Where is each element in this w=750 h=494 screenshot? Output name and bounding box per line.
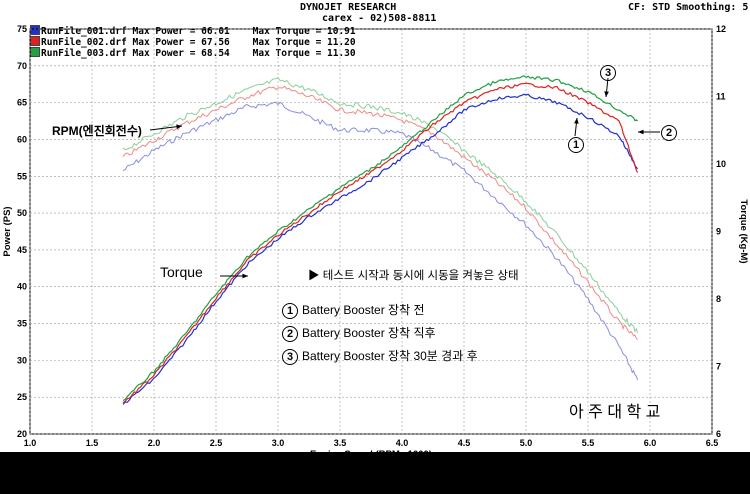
y2-axis-label: Torque (Kg-M) [738, 199, 749, 263]
x-tick-label: 3.5 [334, 438, 347, 448]
power-line-RunFile_003.drf [122, 75, 638, 402]
number-circle-icon: 3 [282, 349, 298, 365]
rpm-arrow-head [176, 124, 182, 130]
x-tick-label: 4.0 [396, 438, 409, 448]
curve-marker-3: 3 [600, 65, 616, 81]
y2-tick-label: 12 [716, 24, 726, 34]
y2-tick-label: 7 [716, 362, 721, 372]
y-tick-label: 65 [17, 98, 27, 108]
y2-tick-label: 10 [716, 159, 726, 169]
torque-annotation: Torque [160, 264, 203, 280]
curve-marker-1: 1 [568, 137, 584, 153]
legend-entry: RunFile_002.drf Max Power = 67.56 Max To… [30, 36, 356, 48]
curve-marker-2: 2 [661, 125, 677, 141]
y-tick-label: 30 [17, 355, 27, 365]
x-tick-label: 6.5 [706, 438, 719, 448]
school-label: 아 주 대 학 교 [569, 404, 661, 421]
number-circle-icon: 2 [282, 326, 298, 342]
y2-tick-label: 11 [716, 92, 726, 102]
y-tick-label: 70 [17, 61, 27, 71]
legend-max-power: Max Power = 67.56 [132, 37, 230, 48]
y-tick-label: 35 [17, 319, 27, 329]
test-note: ▶ 테스트 시작과 동시에 시동을 켜놓은 상태 [308, 270, 519, 282]
legend-max-torque: Max Torque = 11.30 [252, 48, 356, 59]
legend-item-3: 3 Battery Booster 장착 30분 경과 후 [282, 347, 478, 365]
legend-file: RunFile_001.drf [41, 26, 127, 37]
y2-tick-label: 9 [716, 227, 721, 237]
y-tick-label: 45 [17, 245, 27, 255]
legend-max-power: Max Power = 66.01 [132, 26, 230, 37]
power-line-RunFile_001.drf [122, 93, 639, 405]
number-circle-icon: 1 [282, 303, 298, 319]
x-tick-label: 4.5 [458, 438, 471, 448]
number-circle-icon: 2 [661, 125, 677, 141]
y-tick-label: 25 [17, 392, 27, 402]
y-tick-label: 50 [17, 208, 27, 218]
plot-frame [29, 28, 713, 435]
chart-ticks: 1.0 1.5 2.0 2.5 3.0 3.5 4.0 4.5 5.0 5.5 6.0 6.52025… [17, 24, 726, 448]
x-tick-label: 1.5 [86, 438, 99, 448]
legend-file: RunFile_003.drf [41, 48, 127, 59]
chart-series [122, 75, 639, 405]
legend-item-text: Battery Booster 장착 직후 [302, 326, 436, 340]
legend-item-text: Battery Booster 장착 30분 경과 후 [302, 349, 478, 363]
chart-header-title: DYNOJET RESEARCH [300, 2, 397, 13]
number-circle-icon: 3 [600, 65, 616, 81]
x-tick-label: 2.5 [210, 438, 223, 448]
marker-3-arrow-head [604, 91, 609, 97]
legend-max-power: Max Power = 68.54 [132, 48, 230, 59]
legend-file: RunFile_002.drf [41, 37, 127, 48]
y2-tick-label: 6 [716, 429, 721, 439]
marker-1-arrow-head [574, 118, 579, 124]
chart-header-right: CF: STD Smoothing: 5 [628, 2, 749, 13]
torque-line-RunFile_002.drf [122, 85, 638, 340]
x-tick-label: 3.0 [272, 438, 285, 448]
y2-tick-label: 8 [716, 294, 721, 304]
torque-line-RunFile_001.drf [122, 101, 639, 381]
annotation-arrows [149, 77, 660, 279]
chart-header-subtitle: carex - 02)508-8811 [322, 13, 437, 24]
x-tick-label: 1.0 [24, 438, 37, 448]
legend-item-1: 1 Battery Booster 장착 전 [282, 301, 425, 319]
torque-arrow-head [242, 273, 248, 279]
y-tick-label: 60 [17, 134, 27, 144]
y-tick-label: 75 [17, 24, 27, 34]
legend-entry: RunFile_001.drf Max Power = 66.01 Max To… [30, 25, 356, 37]
legend-max-torque: Max Torque = 10.91 [252, 26, 356, 37]
legend-max-torque: Max Torque = 11.20 [252, 37, 356, 48]
bottom-black-bar [0, 452, 750, 494]
power-line-RunFile_002.drf [122, 82, 639, 404]
marker-2-arrow-head [638, 129, 644, 135]
y-tick-label: 40 [17, 282, 27, 292]
chart-grid [29, 28, 713, 435]
x-tick-label: 6.0 [644, 438, 657, 448]
x-tick-label: 5.0 [520, 438, 533, 448]
torque-line-RunFile_003.drf [122, 76, 639, 333]
legend-item-2: 2 Battery Booster 장착 직후 [282, 324, 436, 342]
number-circle-icon: 1 [568, 137, 584, 153]
x-tick-label: 2.0 [148, 438, 161, 448]
legend-entry: RunFile_003.drf Max Power = 68.54 Max To… [30, 47, 356, 59]
y-axis-label: Power (PS) [2, 206, 13, 256]
y-tick-label: 55 [17, 171, 27, 181]
x-tick-label: 5.5 [582, 438, 595, 448]
rpm-annotation: RPM(엔진회전수) [52, 124, 142, 138]
y-tick-label: 20 [17, 429, 27, 439]
legend-item-text: Battery Booster 장착 전 [302, 303, 425, 317]
